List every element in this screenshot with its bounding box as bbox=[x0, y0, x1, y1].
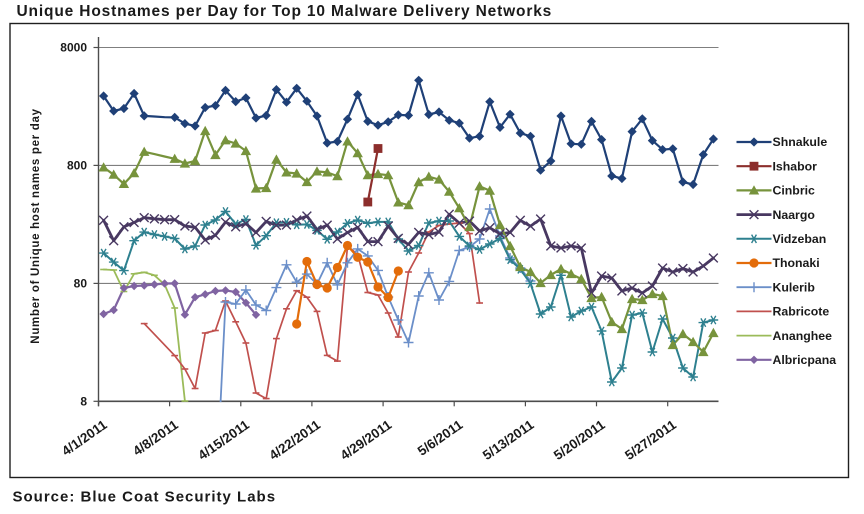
svg-text:Rabricote: Rabricote bbox=[773, 305, 830, 319]
svg-text:800: 800 bbox=[67, 159, 87, 173]
svg-text:8: 8 bbox=[80, 395, 87, 409]
svg-text:Cinbric: Cinbric bbox=[773, 184, 816, 198]
svg-text:Number of Unique host names pe: Number of Unique host names per day bbox=[30, 108, 42, 343]
svg-text:8000: 8000 bbox=[60, 41, 87, 55]
svg-text:Thonaki: Thonaki bbox=[773, 256, 820, 270]
svg-text:Ishabor: Ishabor bbox=[773, 159, 818, 173]
svg-text:80: 80 bbox=[74, 277, 88, 291]
svg-text:Albricpana: Albricpana bbox=[773, 353, 837, 367]
svg-text:Kulerib: Kulerib bbox=[773, 280, 815, 294]
svg-text:Ananghee: Ananghee bbox=[773, 329, 833, 343]
svg-text:Unique Hostnames per Day for T: Unique Hostnames per Day for Top 10 Malw… bbox=[17, 3, 553, 20]
svg-text:Source: Blue Coat Security Lab: Source: Blue Coat Security Labs bbox=[13, 489, 277, 506]
svg-text:Vidzeban: Vidzeban bbox=[773, 232, 827, 246]
svg-text:Shnakule: Shnakule bbox=[773, 135, 828, 149]
svg-text:Naargo: Naargo bbox=[773, 208, 816, 222]
